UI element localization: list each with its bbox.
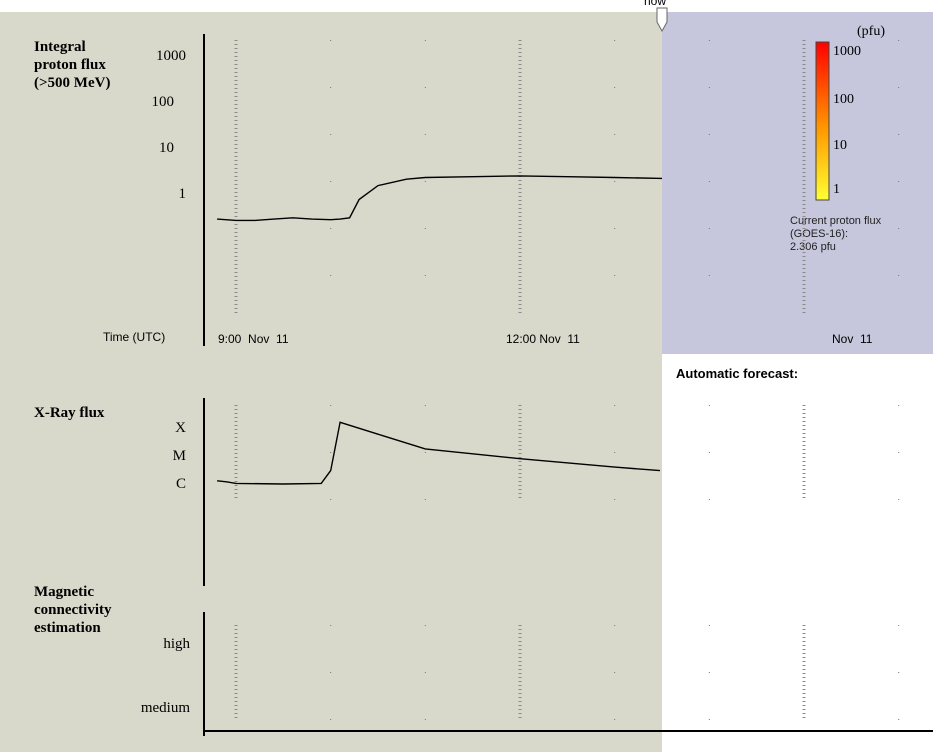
color-scale-100: 100 (833, 92, 854, 107)
color-scale-unit: (pfu) (857, 24, 885, 39)
proton-y-tick-10: 10 (159, 140, 174, 156)
time-axis-label: Time (UTC) (103, 330, 166, 344)
magnetic-y-tick-medium: medium (140, 700, 190, 716)
proton-title-line3: (>500 MeV) (34, 75, 111, 91)
time-tick-0900: 9:00 Nov 11 (218, 332, 289, 346)
color-scale-10: 10 (833, 138, 847, 153)
magnetic-y-axis (203, 612, 205, 736)
proton-y-tick-1000: 1000 (156, 48, 186, 64)
time-tick-1200: 12:00 Nov 11 (506, 332, 580, 346)
color-scale-1: 1 (833, 182, 840, 197)
proton-y-axis (203, 34, 205, 346)
xray-y-tick-x: X (175, 420, 186, 436)
magnetic-title-line3: estimation (34, 620, 101, 636)
magnetic-x-axis (203, 730, 933, 732)
current-flux-value: 2.306 pfu (790, 241, 836, 253)
xray-y-axis (203, 398, 205, 586)
magnetic-title-line2: connectivity (34, 602, 112, 618)
now-label: now (644, 0, 667, 8)
proton-title-line1: Integral (34, 39, 86, 55)
xray-flux-line (217, 421, 661, 485)
xray-title: X-Ray flux (34, 405, 105, 421)
xray-y-tick-c: C (175, 476, 186, 492)
proton-y-tick-100: 100 (151, 94, 175, 110)
future-panel (662, 12, 933, 354)
proton-flux-line (217, 175, 663, 222)
magnetic-title-line1: Magnetic (34, 584, 94, 600)
plot-background (0, 12, 662, 752)
time-tick-future: Nov 11 (832, 332, 873, 346)
proton-y-tick-1: 1 (178, 186, 187, 202)
current-flux-line1: Current proton flux (790, 215, 882, 227)
proton-title-line2: proton flux (34, 57, 106, 73)
magnetic-y-tick-high: high (163, 636, 190, 652)
color-scale-1000: 1000 (833, 44, 861, 59)
xray-y-tick-m: M (172, 448, 186, 464)
forecast-title: Automatic forecast: (676, 366, 799, 381)
